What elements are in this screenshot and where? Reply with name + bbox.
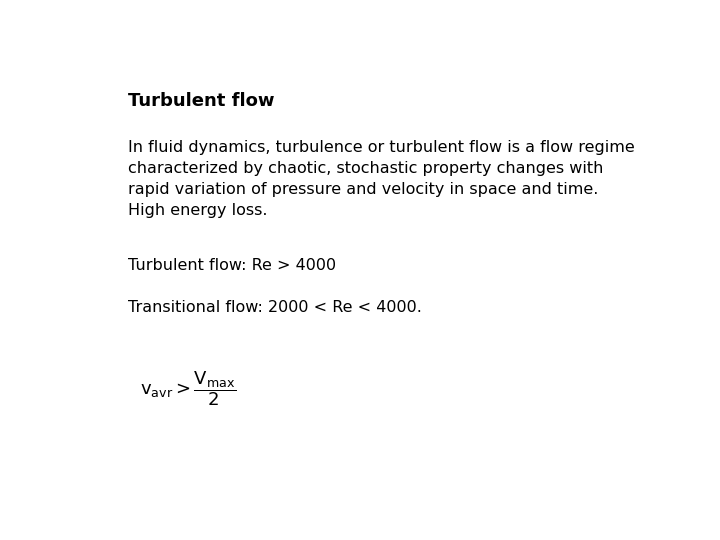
Text: Transitional flow: 2000 < Re < 4000.: Transitional flow: 2000 < Re < 4000.	[128, 300, 422, 315]
Text: In fluid dynamics, turbulence or turbulent flow is a flow regime
characterized b: In fluid dynamics, turbulence or turbule…	[128, 140, 635, 218]
Text: Turbulent flow: Re > 4000: Turbulent flow: Re > 4000	[128, 258, 336, 273]
Text: Turbulent flow: Turbulent flow	[128, 92, 274, 110]
Text: $\mathrm{v}_{\mathrm{avr}} > \dfrac{\mathrm{V}_{\mathrm{max}}}{2}$: $\mathrm{v}_{\mathrm{avr}} > \dfrac{\mat…	[140, 370, 236, 408]
